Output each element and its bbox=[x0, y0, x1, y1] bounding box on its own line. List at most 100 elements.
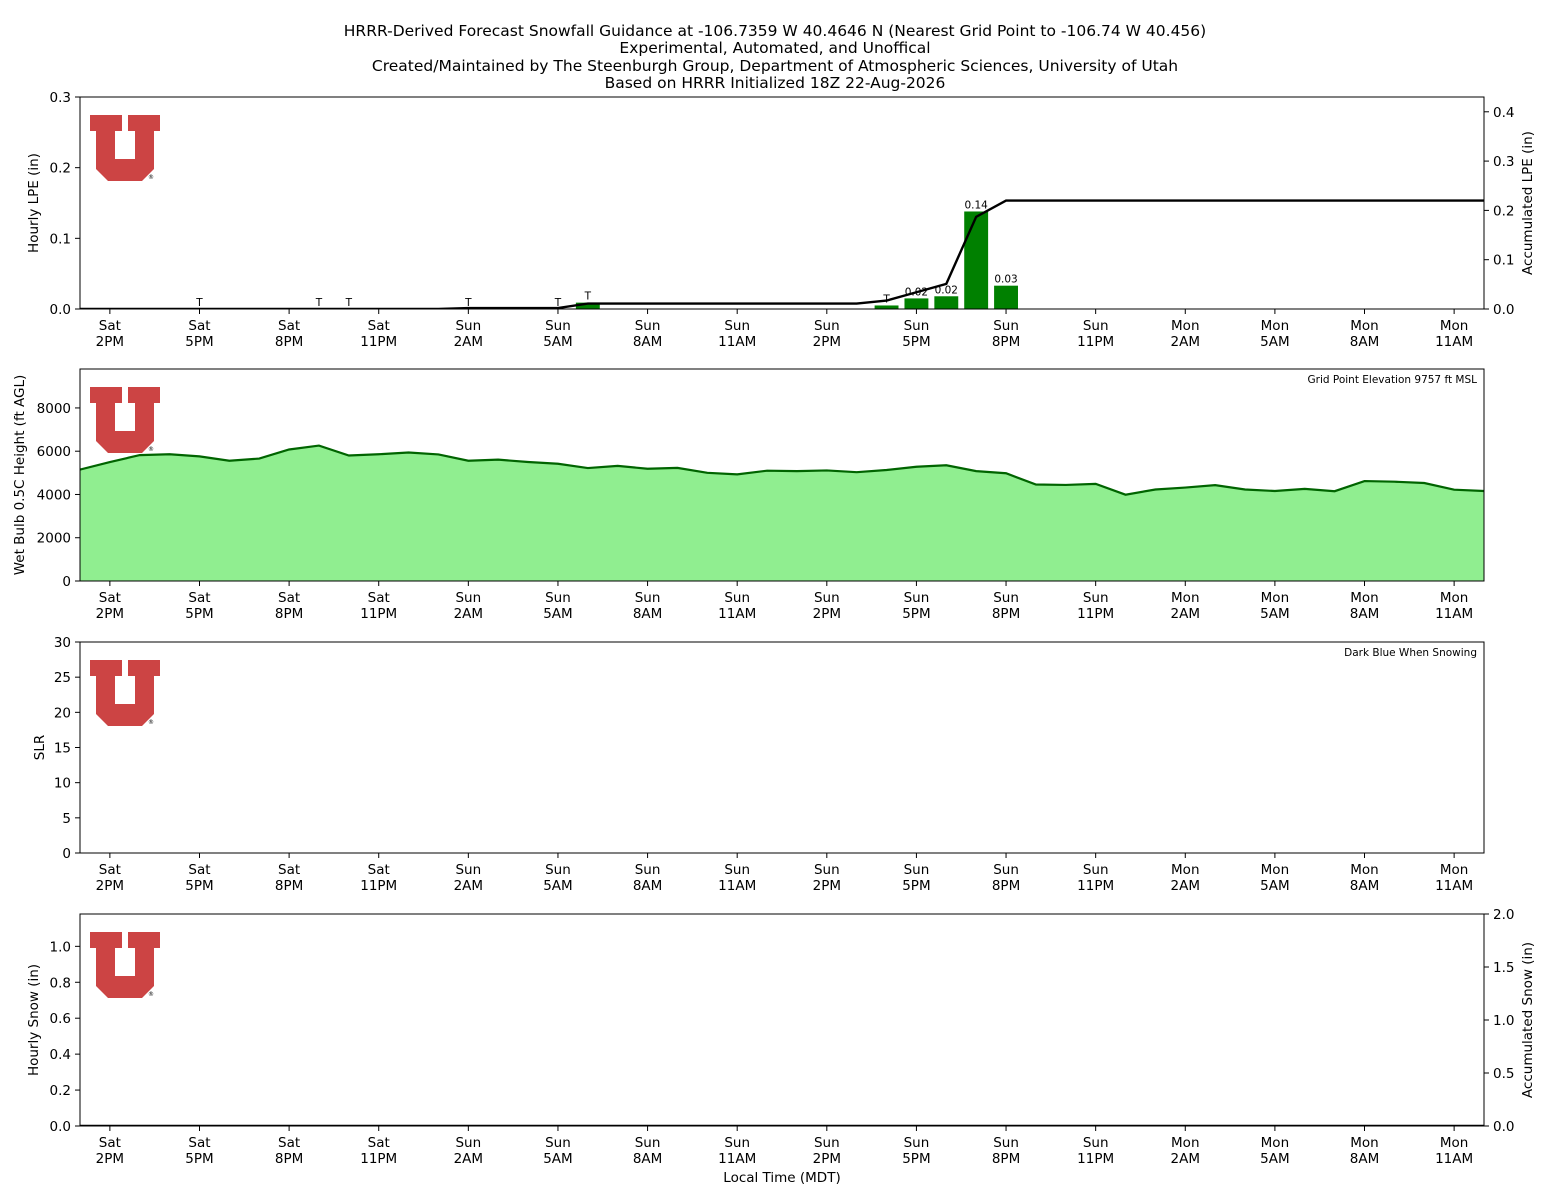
x-tick-time: 11PM bbox=[1077, 606, 1114, 622]
y-tick-label: 0.1 bbox=[50, 231, 71, 247]
x-tick-time: 11AM bbox=[718, 606, 756, 622]
x-tick-day: Sun bbox=[545, 590, 571, 606]
x-tick-day: Sun bbox=[635, 590, 661, 606]
x-tick-time: 8AM bbox=[633, 606, 662, 622]
x-tick-day: Mon bbox=[1171, 318, 1199, 334]
bar-data-label: 0.02 bbox=[905, 286, 928, 298]
x-tick-time: 2AM bbox=[454, 606, 483, 622]
y-tick-label: 0.2 bbox=[50, 1083, 71, 1099]
x-tick-time: 11PM bbox=[1077, 878, 1114, 894]
x-axis-label: Local Time (MDT) bbox=[723, 1170, 840, 1186]
x-tick-day: Sun bbox=[724, 318, 750, 334]
x-tick-day: Mon bbox=[1440, 862, 1468, 878]
y-tick-label: 0 bbox=[62, 846, 71, 862]
y-axis-label: SLR bbox=[32, 735, 48, 760]
y-tick-label: 8000 bbox=[37, 401, 71, 417]
y-tick-label: 0.0 bbox=[50, 302, 71, 318]
x-tick-time: 2PM bbox=[813, 878, 841, 894]
x-tick-time: 2PM bbox=[96, 1151, 124, 1167]
utah-u-logo bbox=[90, 932, 160, 998]
x-tick-day: Mon bbox=[1350, 862, 1378, 878]
x-tick-time: 11AM bbox=[1435, 606, 1473, 622]
x-tick-time: 11AM bbox=[1435, 334, 1473, 350]
x-tick-time: 8AM bbox=[1350, 1151, 1379, 1167]
x-tick-day: Sat bbox=[188, 1135, 210, 1151]
x-tick-day: Sat bbox=[188, 590, 210, 606]
x-tick-time: 2AM bbox=[454, 878, 483, 894]
x-tick-day: Sun bbox=[455, 862, 481, 878]
x-tick-time: 2AM bbox=[454, 1151, 483, 1167]
x-tick-day: Sat bbox=[278, 862, 300, 878]
y2-tick-label: 0.2 bbox=[1493, 203, 1514, 219]
y-tick-label: 0.4 bbox=[50, 1047, 71, 1063]
x-tick-time: 8PM bbox=[275, 606, 303, 622]
y2-tick-label: 1.0 bbox=[1493, 1013, 1514, 1029]
x-tick-day: Sun bbox=[814, 318, 840, 334]
x-tick-day: Mon bbox=[1440, 590, 1468, 606]
x-tick-day: Mon bbox=[1171, 1135, 1199, 1151]
chart-panels: T T T T T T T 0.02 0.02 0.14 0.03 ® 0.0 0.1 0.2 0.3 0.0 0… bbox=[12, 90, 1536, 1167]
y-tick-label: 0.3 bbox=[50, 90, 71, 106]
x-tick-day: Sun bbox=[724, 590, 750, 606]
bar-data-label: T bbox=[464, 297, 472, 309]
wetbulb-area-line bbox=[80, 444, 1484, 496]
panel-annotation: Dark Blue When Snowing bbox=[1344, 647, 1477, 659]
y2-tick-label: 0.4 bbox=[1493, 105, 1514, 121]
lpe-panel: T T T T T T T 0.02 0.02 0.14 0.03 ® 0.0 0.1 0.2 0.3 0.0 0… bbox=[26, 90, 1536, 350]
bar-data-label: 0.03 bbox=[994, 274, 1017, 286]
x-tick-day: Sat bbox=[99, 590, 121, 606]
plot-area bbox=[80, 444, 1484, 581]
y-tick-label: 0.6 bbox=[50, 1011, 71, 1027]
x-tick-time: 5PM bbox=[902, 334, 930, 350]
x-tick-time: 11AM bbox=[718, 1151, 756, 1167]
x-tick-time: 5AM bbox=[543, 606, 572, 622]
y-tick-label: 25 bbox=[54, 670, 71, 686]
x-tick-day: Mon bbox=[1261, 862, 1289, 878]
y2-tick-label: 0.3 bbox=[1493, 154, 1514, 170]
x-tick-day: Sun bbox=[635, 1135, 661, 1151]
x-tick-day: Sun bbox=[1083, 318, 1109, 334]
lpe-bar bbox=[874, 305, 899, 309]
y-tick-label: 2000 bbox=[37, 531, 71, 547]
y-tick-label: 30 bbox=[54, 635, 71, 651]
x-tick-time: 5PM bbox=[185, 606, 213, 622]
x-tick-day: Sun bbox=[455, 1135, 481, 1151]
x-tick-day: Mon bbox=[1171, 862, 1199, 878]
logo-registered-mark: ® bbox=[148, 446, 154, 453]
x-tick-day: Sun bbox=[993, 318, 1019, 334]
x-tick-time: 11PM bbox=[360, 334, 397, 350]
x-tick-time: 8PM bbox=[275, 878, 303, 894]
y-tick-label: 20 bbox=[54, 705, 71, 721]
x-tick-time: 5AM bbox=[1260, 1151, 1289, 1167]
x-tick-day: Sun bbox=[455, 318, 481, 334]
x-tick-day: Sun bbox=[904, 862, 930, 878]
x-tick-day: Sun bbox=[635, 862, 661, 878]
y-axis-label: Wet Bulb 0.5C Height (ft AGL) bbox=[12, 375, 28, 576]
logo-registered-mark: ® bbox=[148, 174, 154, 181]
x-tick-time: 2AM bbox=[454, 334, 483, 350]
title-line-2: Experimental, Automated, and Unoffical bbox=[619, 39, 930, 57]
x-tick-day: Sun bbox=[545, 318, 571, 334]
x-tick-time: 5AM bbox=[543, 334, 572, 350]
y-tick-label: 0.8 bbox=[50, 975, 71, 991]
x-tick-time: 8PM bbox=[992, 334, 1020, 350]
slr-panel: ® Dark Blue When Snowing 0 5 10 15 20 25 30 SLR Sa… bbox=[32, 635, 1485, 894]
x-tick-day: Sun bbox=[904, 1135, 930, 1151]
accumulated-line bbox=[80, 199, 1484, 309]
bar-data-label: T bbox=[584, 291, 592, 303]
y2-axis-label: Accumulated LPE (in) bbox=[1520, 131, 1536, 275]
bar-data-label: T bbox=[882, 293, 890, 305]
x-tick-day: Mon bbox=[1440, 1135, 1468, 1151]
x-tick-day: Mon bbox=[1261, 1135, 1289, 1151]
x-tick-day: Sat bbox=[278, 1135, 300, 1151]
lpe-bar bbox=[934, 296, 959, 309]
x-tick-time: 5AM bbox=[1260, 878, 1289, 894]
x-tick-day: Sun bbox=[1083, 862, 1109, 878]
x-tick-time: 5PM bbox=[185, 878, 213, 894]
utah-u-logo bbox=[90, 387, 160, 453]
x-tick-day: Sat bbox=[368, 862, 390, 878]
x-tick-day: Sun bbox=[455, 590, 481, 606]
y-tick-label: 6000 bbox=[37, 444, 71, 460]
x-tick-day: Sun bbox=[904, 318, 930, 334]
y2-tick-label: 1.5 bbox=[1493, 960, 1514, 976]
